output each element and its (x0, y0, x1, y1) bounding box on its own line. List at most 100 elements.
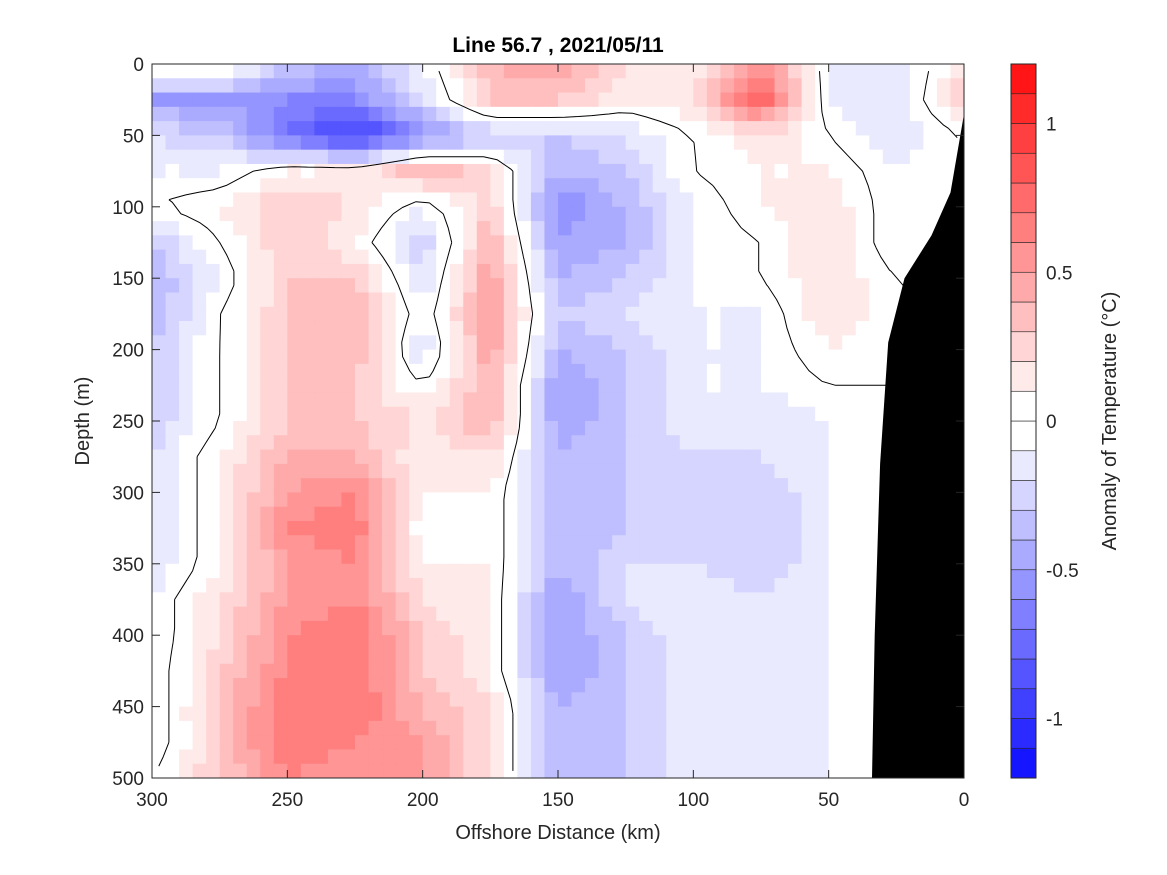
field-cell (666, 549, 681, 565)
field-cell (842, 92, 857, 108)
field-cell (395, 435, 410, 451)
field-cell (422, 92, 437, 108)
field-cell (314, 506, 329, 522)
field-cell (327, 592, 343, 608)
field-cell (219, 663, 234, 679)
field-cell (503, 249, 518, 265)
field-cell (355, 221, 370, 236)
field-cell (598, 720, 613, 736)
field-cell (368, 263, 383, 279)
field-cell (422, 278, 437, 294)
field-cell (761, 449, 776, 465)
field-cell (368, 635, 383, 651)
field-cell (368, 406, 383, 422)
field-cell (625, 678, 640, 693)
field-cell (260, 421, 275, 436)
field-cell (246, 292, 261, 308)
field-cell (612, 749, 627, 765)
field-cell (192, 78, 207, 94)
field-cell (571, 678, 586, 693)
field-cell (815, 706, 830, 722)
field-cell (652, 463, 667, 479)
field-cell (206, 92, 221, 108)
field-cell (395, 449, 410, 465)
field-cell (612, 321, 627, 336)
field-cell (558, 206, 573, 222)
field-cell (260, 378, 275, 394)
field-cell (449, 449, 464, 465)
field-cell (598, 449, 613, 465)
field-cell (463, 463, 478, 479)
field-cell (788, 235, 803, 251)
field-cell (612, 263, 627, 279)
field-cell (585, 221, 600, 236)
field-cell (774, 421, 789, 436)
field-cell (409, 235, 424, 251)
field-cell (287, 763, 302, 778)
field-cell (382, 678, 397, 693)
field-cell (666, 149, 681, 165)
field-cell (733, 278, 749, 294)
field-cell (815, 78, 830, 94)
field-cell (774, 206, 789, 222)
field-cell (652, 292, 667, 308)
field-cell (788, 64, 803, 79)
field-cell (341, 449, 356, 465)
field-cell (733, 592, 749, 608)
field-cell (463, 363, 478, 379)
field-cell (842, 678, 857, 693)
field-cell (490, 520, 505, 536)
field-cell (179, 263, 194, 279)
field-cell (219, 763, 234, 778)
field-cell (639, 421, 654, 436)
field-cell (409, 121, 424, 136)
field-cell (179, 478, 194, 493)
field-cell (530, 549, 546, 565)
field-cell (530, 363, 546, 379)
field-cell (314, 206, 329, 222)
field-cell (842, 392, 857, 408)
field-cell (693, 378, 708, 394)
field-cell (666, 478, 681, 493)
field-cell (801, 678, 816, 693)
field-cell (788, 121, 803, 136)
field-cell (923, 135, 938, 151)
field-cell (449, 520, 464, 536)
field-cell (625, 363, 640, 379)
field-cell (679, 592, 694, 608)
field-cell (314, 449, 329, 465)
field-cell (815, 620, 830, 636)
field-cell (666, 78, 681, 94)
field-cell (612, 592, 627, 608)
field-cell (666, 506, 681, 522)
field-cell (869, 406, 884, 422)
field-cell (693, 763, 708, 778)
field-cell (219, 520, 234, 536)
field-cell (409, 163, 424, 179)
field-cell (300, 149, 315, 165)
field-cell (558, 606, 573, 622)
field-cell (815, 492, 830, 508)
field-cell (612, 206, 627, 222)
field-cell (679, 435, 694, 451)
field-cell (409, 206, 424, 222)
field-cell (327, 378, 343, 394)
field-cell (409, 592, 424, 608)
field-cell (179, 735, 194, 751)
field-cell (206, 506, 221, 522)
field-cell (179, 435, 194, 451)
field-cell (463, 192, 478, 208)
field-cell (233, 263, 248, 279)
colorbar-level (1010, 182, 1037, 214)
field-cell (625, 64, 640, 79)
field-cell (152, 235, 167, 251)
field-cell (530, 492, 546, 508)
field-cell (287, 92, 302, 108)
field-cell (436, 306, 451, 322)
field-cell (246, 506, 261, 522)
field-cell (720, 178, 735, 194)
field-cell (490, 292, 505, 308)
field-cell (625, 492, 640, 508)
field-cell (788, 421, 803, 436)
field-cell (517, 435, 532, 451)
